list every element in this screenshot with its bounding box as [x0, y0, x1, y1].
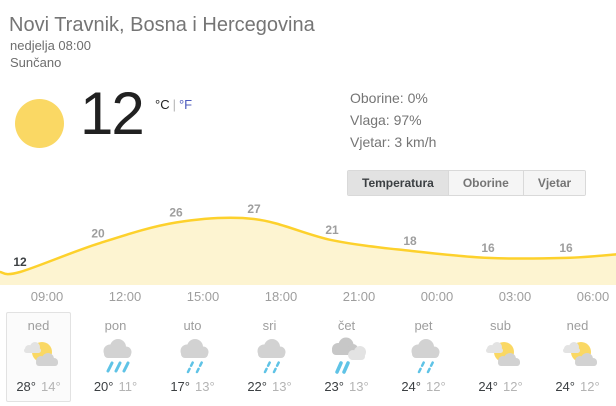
low-temp: 13° — [349, 379, 369, 394]
condition-text: Sunčano — [10, 55, 62, 70]
showers-icon — [238, 336, 301, 376]
high-temp: 23° — [324, 379, 344, 394]
unit-celsius[interactable]: °C — [155, 97, 170, 112]
current-temperature: 12 — [80, 80, 145, 147]
chart-time-label: 15:00 — [187, 289, 220, 304]
chart-time-label: 09:00 — [31, 289, 64, 304]
tab-temperature[interactable]: Temperatura — [348, 171, 448, 195]
forecast-day[interactable]: sub 24° 12° — [462, 310, 539, 404]
day-label: pon — [104, 318, 127, 333]
chart-time-label: 12:00 — [109, 289, 142, 304]
day-cell: pet 24° 12° — [391, 312, 456, 402]
showers-icon — [161, 336, 224, 376]
chart-line — [0, 216, 616, 276]
current-details: Oborine: 0% Vlaga: 97% Vjetar: 3 km/h — [350, 87, 436, 153]
day-label: sri — [262, 318, 277, 333]
chart-time-label: 06:00 — [577, 289, 610, 304]
rain-clouds-icon — [315, 336, 378, 376]
low-temp: 13° — [195, 379, 215, 394]
forecast-day[interactable]: čet 23° 13° — [308, 310, 385, 404]
forecast-datetime: nedjelja 08:00 — [10, 38, 91, 53]
low-temp: 13° — [272, 379, 292, 394]
chart-value-label: 16 — [559, 241, 573, 255]
partly-sunny-icon — [469, 336, 532, 376]
rain-heavy-icon — [84, 336, 147, 376]
day-cell: ned 24° 12° — [545, 312, 610, 402]
chart-value-label: 18 — [403, 234, 417, 248]
chart-time-label: 18:00 — [265, 289, 298, 304]
forecast-day[interactable]: pon 20° 11° — [77, 310, 154, 404]
day-cell: sri 22° 13° — [237, 312, 302, 402]
day-label: uto — [183, 318, 202, 333]
day-cell: pon 20° 11° — [83, 312, 148, 402]
high-temp: 24° — [555, 379, 575, 394]
chart-value-label: 26 — [169, 206, 183, 220]
detail-wind: Vjetar: 3 km/h — [350, 134, 437, 150]
day-cell: ned 28° 14° — [6, 312, 71, 402]
day-label: pet — [414, 318, 433, 333]
unit-fahrenheit[interactable]: °F — [178, 97, 193, 112]
partly-sunny-icon — [546, 336, 609, 376]
chart-value-label: 20 — [91, 227, 105, 241]
day-temps: 24° 12° — [546, 379, 609, 394]
day-label: sub — [490, 318, 511, 333]
chart-tabs: Temperatura Oborine Vjetar — [347, 170, 587, 196]
chart-value-label: 27 — [247, 202, 261, 216]
day-temps: 20° 11° — [84, 379, 147, 394]
forecast-day[interactable]: ned 24° 12° — [539, 310, 616, 404]
day-temps: 17° 13° — [161, 379, 224, 394]
chart-value-label: 21 — [325, 223, 339, 237]
high-temp: 20° — [93, 379, 114, 394]
day-temps: 22° 13° — [238, 379, 301, 394]
day-label: čet — [337, 318, 356, 333]
chart-time-label: 00:00 — [421, 289, 454, 304]
low-temp: 12° — [426, 379, 446, 394]
unit-toggle: °C | °F — [155, 97, 192, 112]
day-cell: čet 23° 13° — [314, 312, 379, 402]
high-temp: 17° — [170, 379, 190, 394]
day-label: ned — [27, 318, 50, 333]
day-temps: 23° 13° — [315, 379, 378, 394]
unit-separator: | — [172, 97, 176, 112]
showers-icon — [392, 336, 455, 376]
day-cell: sub 24° 12° — [468, 312, 533, 402]
chart-time-label: 03:00 — [499, 289, 532, 304]
day-label: ned — [566, 318, 589, 333]
low-temp: 12° — [580, 379, 600, 394]
partly-sunny-icon — [7, 336, 70, 376]
high-temp: 24° — [478, 379, 498, 394]
high-temp: 24° — [401, 379, 421, 394]
chart-value-label: 12 — [13, 255, 27, 269]
tab-wind[interactable]: Vjetar — [522, 171, 586, 195]
forecast-day[interactable]: uto 17° 13° — [154, 310, 231, 404]
day-temps: 28° 14° — [7, 379, 70, 394]
chart-value-label: 16 — [481, 241, 495, 255]
detail-precipitation: Oborine: 0% — [350, 90, 428, 106]
forecast-day[interactable]: sri 22° 13° — [231, 310, 308, 404]
day-cell: uto 17° 13° — [160, 312, 225, 402]
chart-time-label: 21:00 — [343, 289, 376, 304]
location-title: Novi Travnik, Bosna i Hercegovina — [9, 14, 315, 36]
high-temp: 28° — [16, 379, 36, 394]
sunny-icon — [15, 99, 64, 148]
tab-precipitation[interactable]: Oborine — [447, 171, 523, 195]
low-temp: 12° — [503, 379, 523, 394]
detail-humidity: Vlaga: 97% — [350, 112, 422, 128]
day-temps: 24° 12° — [392, 379, 455, 394]
chart-area-fill — [0, 217, 616, 285]
forecast-day[interactable]: pet 24° 12° — [385, 310, 462, 404]
forecast-row: ned 28° 14° pon 20° 11° uto 17° 13° sri 22° 13° čet 2… — [0, 310, 616, 404]
temp-chart[interactable]: 12 20 26 27 21 18 16 16 09:00 12:00 15:00 18:00 21:0… — [0, 200, 616, 306]
high-temp: 22° — [247, 379, 267, 394]
forecast-day[interactable]: ned 28° 14° — [0, 310, 77, 404]
low-temp: 14° — [41, 379, 61, 394]
day-temps: 24° 12° — [469, 379, 532, 394]
low-temp: 11° — [118, 379, 138, 394]
